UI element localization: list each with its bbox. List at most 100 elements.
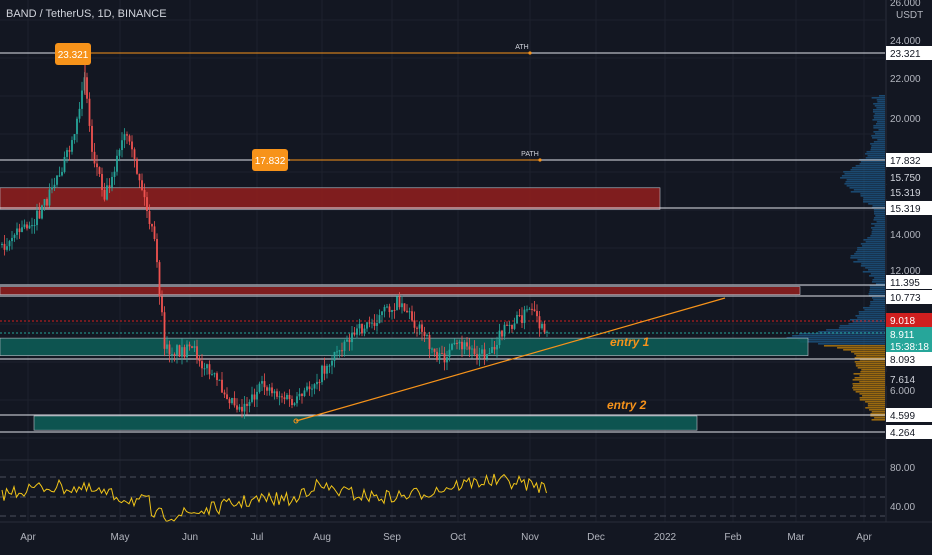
volume-profile-bar xyxy=(873,115,885,117)
candle-body xyxy=(78,108,81,119)
candle-body xyxy=(236,405,238,410)
volume-profile-bar xyxy=(851,167,885,169)
time-axis-tick: Oct xyxy=(450,532,466,543)
candle-body xyxy=(21,227,23,233)
candle-body xyxy=(408,311,411,313)
candle-body xyxy=(343,341,346,351)
candle-body xyxy=(228,399,231,404)
candle-body xyxy=(333,351,336,361)
candle-body xyxy=(173,354,176,356)
candle-body xyxy=(521,315,523,323)
volume-profile-bar xyxy=(852,379,885,381)
volume-profile-bar xyxy=(855,363,885,365)
price-badge-text: 4.599 xyxy=(890,411,915,422)
candle-body xyxy=(36,210,38,226)
candle-body xyxy=(178,345,181,357)
path-label: PATH xyxy=(521,151,539,158)
candle-body xyxy=(346,339,348,342)
candle-body xyxy=(496,345,498,350)
price-badge xyxy=(886,153,932,167)
volume-profile-bar xyxy=(848,323,885,325)
candle-body xyxy=(311,388,313,390)
candle-body xyxy=(373,322,376,326)
price-badge xyxy=(886,327,932,353)
candle-body xyxy=(433,348,436,352)
price-badge xyxy=(886,352,932,366)
price-badge xyxy=(886,408,932,422)
candle-body xyxy=(51,187,53,190)
volume-profile-bar xyxy=(872,119,885,121)
candle-body xyxy=(413,320,416,328)
candle-body xyxy=(283,397,286,400)
candle-body xyxy=(518,315,521,317)
candle-body xyxy=(261,381,263,384)
volume-profile-bar xyxy=(863,307,885,309)
candle-body xyxy=(501,330,503,337)
volume-profile-bar xyxy=(839,325,885,327)
volume-profile-bar xyxy=(840,177,885,179)
volume-profile-bar xyxy=(849,319,885,321)
volume-profile-bar xyxy=(870,303,885,305)
volume-profile-bar xyxy=(856,355,885,357)
volume-profile-bar xyxy=(871,97,885,99)
volume-profile-bar xyxy=(859,375,885,377)
candle-body xyxy=(131,141,133,150)
volume-profile-bar xyxy=(860,161,885,163)
volume-profile-bar xyxy=(838,327,885,329)
rsi-axis-tick: 80.00 xyxy=(890,463,915,474)
volume-profile-bar xyxy=(871,145,885,147)
time-axis-tick: Jul xyxy=(251,532,264,543)
volume-profile-bar xyxy=(863,199,885,201)
volume-profile-bar xyxy=(859,381,885,383)
candle-body xyxy=(511,324,513,329)
time-axis-tick: Dec xyxy=(587,532,605,543)
volume-profile-bar xyxy=(818,343,885,345)
volume-profile-bar xyxy=(871,223,885,225)
time-axis-tick: Jun xyxy=(182,532,198,543)
candle-body xyxy=(378,315,381,324)
candle-body xyxy=(528,308,531,310)
price-axis-tick: 6.000 xyxy=(890,386,915,397)
candle-body xyxy=(526,309,528,311)
price-badge-text: 23.321 xyxy=(890,49,921,60)
volume-profile-bar xyxy=(852,387,885,389)
candle-body xyxy=(278,396,281,398)
price-axis-tick: 12.000 xyxy=(890,266,921,277)
candle-body xyxy=(308,386,311,390)
price-badge-text: 8.093 xyxy=(890,355,915,366)
candle-body xyxy=(251,394,253,402)
volume-profile-bar xyxy=(846,185,885,187)
volume-profile-bar xyxy=(874,225,885,227)
volume-profile-bar xyxy=(864,309,885,311)
volume-profile-bar xyxy=(862,271,885,273)
volume-profile-bar xyxy=(869,305,885,307)
volume-profile-bar xyxy=(859,163,885,165)
symbol-title[interactable]: BAND / TetherUS, 1D, BINANCE xyxy=(6,8,167,20)
volume-profile-bar xyxy=(876,99,885,101)
candle-body xyxy=(451,344,453,350)
volume-profile-bar xyxy=(857,247,885,249)
candle-body xyxy=(8,241,11,247)
candle-body xyxy=(136,158,138,174)
candle-body xyxy=(86,77,88,99)
price-badge xyxy=(886,425,932,439)
candle-body xyxy=(181,347,183,357)
candle-body xyxy=(323,365,326,374)
volume-profile-bar xyxy=(870,415,885,417)
time-axis-tick: Apr xyxy=(20,532,36,543)
candle-body xyxy=(461,341,463,350)
volume-profile-bar xyxy=(799,341,885,343)
candle-body xyxy=(208,364,211,375)
volume-profile-bar xyxy=(869,287,885,289)
candle-body xyxy=(28,225,31,229)
volume-profile-bar xyxy=(855,391,885,393)
candle-body xyxy=(401,303,403,308)
volume-profile-bar xyxy=(874,113,885,115)
candle-body xyxy=(196,346,198,360)
price-badge xyxy=(886,275,932,289)
candle-body xyxy=(193,346,196,348)
volume-profile-bar xyxy=(869,291,885,293)
price-badge xyxy=(886,170,932,184)
